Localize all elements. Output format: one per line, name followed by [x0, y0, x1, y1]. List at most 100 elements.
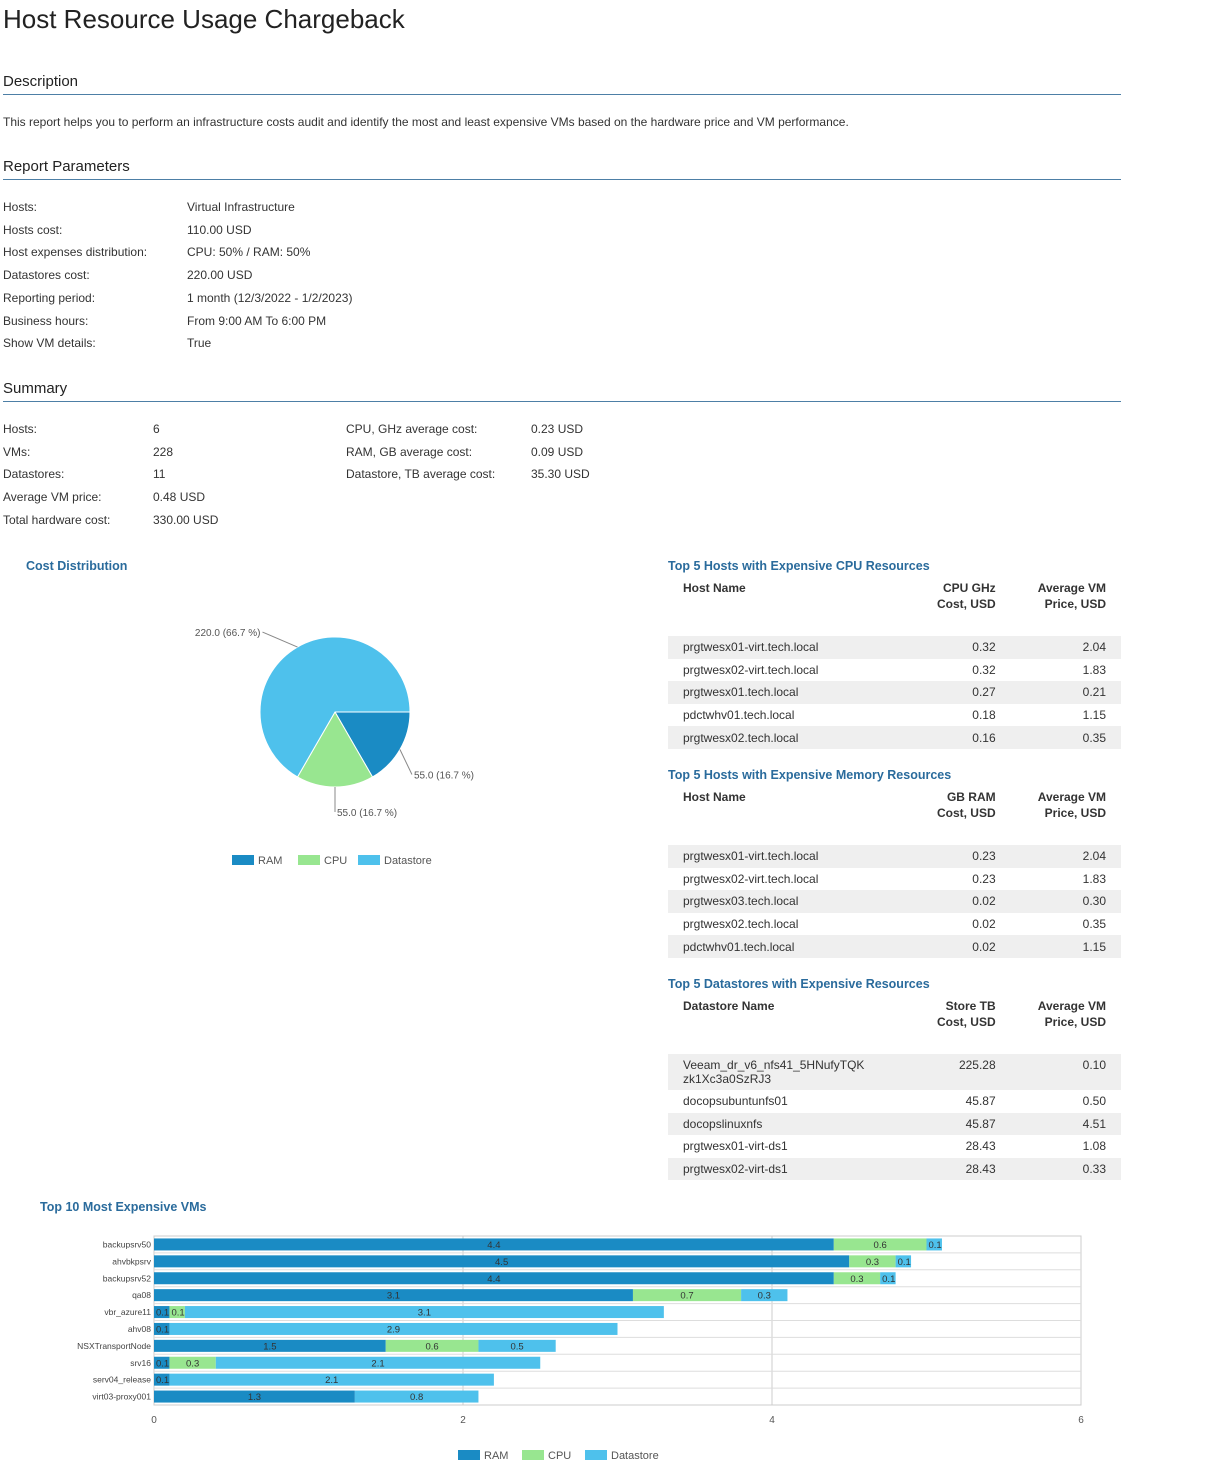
y-category-label: ahv08 — [128, 1324, 151, 1334]
summary-label: Hosts: — [3, 422, 38, 436]
description-heading: Description — [3, 73, 79, 90]
x-tick-label: 4 — [769, 1415, 775, 1426]
summary-value: 228 — [153, 444, 174, 459]
column-header: Average VM Price, USD — [1037, 581, 1106, 611]
table-cell: 1.83 — [1082, 662, 1106, 677]
table-cell: 0.35 — [1010, 726, 1121, 749]
table-row: prgtwesx02.tech.local 0.16 0.35 — [668, 726, 1121, 749]
bar-segment-ram — [154, 1390, 355, 1403]
bar-segment-datastore — [880, 1272, 896, 1285]
bar-data-label: 4.4 — [487, 1240, 500, 1251]
table-row: docopslinuxnfs 45.87 4.51 — [668, 1112, 1121, 1136]
pie-leader-line — [399, 749, 413, 775]
cost-distribution-chart: 55.0 (16.7 %) 55.0 (16.7 %) 220.0 (66.7 %)… — [195, 628, 474, 867]
bar-data-label: 0.1 — [882, 1274, 895, 1285]
summary-value: 35.30 USD — [531, 467, 590, 482]
param-value: 1 month (12/3/2022 - 1/2/2023) — [187, 290, 353, 305]
param-value: Virtual Infrastructure — [187, 200, 295, 214]
param-label: Business hours: — [3, 313, 89, 328]
table-cell: prgtwesx01-virt-ds1 — [683, 1139, 788, 1154]
table-cell: 28.43 — [913, 1157, 1011, 1181]
y-category-label: srv16 — [130, 1358, 151, 1368]
bar-segment-ram — [154, 1373, 170, 1386]
bar-data-label: 4.5 — [495, 1257, 508, 1268]
summary-divider — [3, 401, 1121, 402]
bar-data-label: 1.5 — [263, 1341, 276, 1352]
report-parameters-divider — [3, 179, 1121, 180]
y-category-label: NSXTransportNode — [77, 1341, 151, 1351]
table-cell: prgtwesx02-virt-ds1 — [668, 1157, 913, 1181]
bar-segment-datastore — [926, 1238, 942, 1251]
table-cell: 0.23 — [913, 845, 1011, 868]
bar-segment-datastore — [215, 1356, 541, 1369]
bar-segment-ram — [154, 1255, 850, 1268]
x-tick-label: 2 — [460, 1415, 466, 1426]
legend-label: CPU — [548, 1450, 571, 1462]
summary-value: 6 — [153, 422, 160, 436]
bar-data-label: 3.1 — [418, 1308, 431, 1319]
y-category-label: qa08 — [132, 1290, 151, 1300]
table-cell: 0.33 — [1010, 1157, 1121, 1181]
bar-segment-ram — [154, 1339, 386, 1352]
table-row: prgtwesx01-virt.tech.local 0.32 2.04 — [668, 636, 1121, 659]
cost-distribution-title: Cost Distribution — [26, 559, 128, 573]
pie-data-label: 55.0 (16.7 %) — [414, 771, 474, 782]
table-cell: prgtwesx02.tech.local — [683, 917, 799, 932]
summary-label: Total hardware cost: — [3, 512, 111, 527]
table-cell: prgtwesx01-virt.tech.local — [668, 636, 913, 659]
table-row: prgtwesx01.tech.local 0.27 0.21 — [668, 681, 1121, 704]
pie-leader-line — [262, 631, 298, 648]
param-label: Host expenses distribution: — [3, 245, 148, 260]
table-cell: prgtwesx01.tech.local — [668, 681, 913, 704]
bar-segment-ram — [154, 1356, 170, 1369]
table-cell: prgtwesx02-virt.tech.local — [683, 871, 819, 886]
y-category-label: backupsrv52 — [103, 1273, 151, 1283]
description-divider — [3, 94, 1121, 95]
bar-data-label: 0.1 — [156, 1308, 169, 1319]
legend-label: Datastore — [611, 1450, 659, 1462]
bar-data-label: 0.3 — [866, 1257, 879, 1268]
summary-label: Datastores: — [3, 467, 65, 482]
column-header: Average VM Price, USD — [1037, 999, 1106, 1029]
bar-data-label: 4.4 — [487, 1274, 500, 1285]
bar-segment-datastore — [478, 1339, 556, 1352]
column-header: Average VM Price, USD — [1037, 790, 1106, 820]
legend-swatch — [522, 1450, 544, 1460]
bar-segment-cpu — [833, 1238, 927, 1251]
table-cell: 2.04 — [1010, 845, 1121, 868]
param-label: Hosts: — [3, 200, 38, 214]
param-value: 110.00 USD — [187, 222, 252, 237]
legend-swatch — [358, 855, 380, 865]
bar-data-label: 0.1 — [156, 1375, 169, 1386]
bar-segment-datastore — [354, 1390, 479, 1403]
table-cell: 0.02 — [913, 890, 1011, 913]
pie-slice-datastore — [259, 636, 411, 778]
table-cell: 0.32 — [913, 636, 1011, 659]
table-cell: prgtwesx02.tech.local — [668, 726, 913, 749]
bar-segment-datastore — [895, 1255, 912, 1268]
summary-label: CPU, GHz average cost: — [346, 422, 478, 436]
table-row: prgtwesx03.tech.local 0.02 0.30 — [668, 890, 1121, 913]
summary-label: RAM, GB average cost: — [346, 444, 473, 459]
bar-segment-ram — [154, 1322, 170, 1335]
bar-data-label: 0.1 — [171, 1308, 184, 1319]
table-cell: prgtwesx03.tech.local — [668, 890, 913, 913]
summary-value: 11 — [153, 467, 166, 482]
summary-heading: Summary — [3, 380, 68, 397]
table-row: prgtwesx02-virt-ds1 28.43 0.33 — [668, 1157, 1121, 1181]
legend-swatch — [458, 1450, 480, 1460]
y-category-label: serv04_release — [93, 1375, 151, 1385]
bar-data-label: 2.1 — [325, 1375, 338, 1386]
table-cell: pdctwhv01.tech.local — [683, 708, 795, 723]
param-value: True — [187, 336, 212, 351]
bar-segment-cpu — [833, 1272, 881, 1285]
bar-segment-datastore — [169, 1373, 494, 1386]
bar-data-label: 3.1 — [387, 1291, 400, 1302]
param-label: Reporting period: — [3, 290, 96, 305]
pie-slice-cpu — [296, 710, 374, 788]
bar-segment-cpu — [385, 1339, 479, 1352]
table-header-row: Host Name CPU GHz Cost, USD Average VM Price… — [668, 580, 1121, 626]
table-cell: Veeam_dr_v6_nfs41_5HNufyTQK zk1Xc3a0SzRJ3 — [668, 1054, 913, 1090]
table-row: prgtwesx02-virt.tech.local 0.32 1.83 — [668, 659, 1121, 682]
table-row: pdctwhv01.tech.local 0.02 1.15 — [668, 935, 1121, 958]
